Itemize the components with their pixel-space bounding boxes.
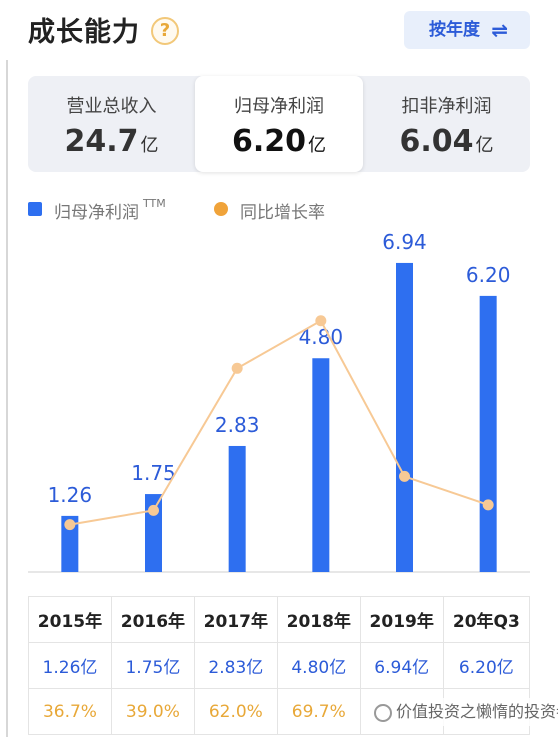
metric-tabs: 营业总收入 24.7 亿 归母净利润 6.20 亿 扣非净利润 6.04 亿 [28, 76, 530, 172]
bar-label-1: 1.75 [131, 461, 176, 485]
profit-row-cell: 2.83亿 [193, 642, 278, 689]
profit-row: 1.26亿 1.75亿 2.83亿 4.80亿 6.94亿 6.20亿 [28, 642, 531, 689]
data-table: 2015年 2016年 2017年 2018年 2019年 20年Q3 1.26亿 1.75… [28, 596, 531, 735]
profit-row-cell: 1.26亿 [28, 642, 112, 689]
growth-point-3 [315, 315, 327, 327]
bar-0 [61, 515, 79, 572]
tab-value: 24.7 亿 [64, 124, 159, 159]
growth-row-cell: 69.7% [276, 688, 361, 735]
year-row-cell: 2015年 [28, 596, 112, 643]
bar-4 [396, 262, 413, 572]
bar-label-5: 6.20 [466, 263, 511, 287]
period-toggle-button[interactable]: 按年度 ⇌ [404, 11, 530, 49]
bar-2 [228, 445, 246, 572]
bar-3 [312, 358, 330, 572]
growth-row-cell: 39.0% [110, 688, 195, 735]
year-row-cell: 2016年 [110, 596, 195, 643]
bar-label-2: 2.83 [215, 413, 260, 437]
year-row-cell: 2018年 [276, 596, 361, 643]
bar-label-0: 1.26 [48, 483, 93, 507]
legend-dot-icon [214, 202, 228, 216]
profit-chart: 1.261.752.834.806.946.20 [28, 230, 530, 573]
profit-row-cell: 6.94亿 [359, 642, 444, 689]
tab-label: 扣非净利润 [401, 96, 492, 117]
period-toggle-label: 按年度 [429, 20, 480, 40]
growth-row-cell: 36.7% [28, 688, 112, 735]
tab-revenue[interactable]: 营业总收入 24.7 亿 [28, 76, 195, 172]
tab-deducted-profit[interactable]: 扣非净利润 6.04 亿 [363, 76, 530, 172]
swap-icon: ⇌ [491, 18, 508, 42]
growth-point-2 [231, 362, 243, 374]
header: 成长能力 ? 按年度 ⇌ [0, 0, 558, 64]
wechat-icon [374, 703, 392, 722]
year-row-cell: 20年Q3 [442, 596, 531, 643]
year-row-cell: 2019年 [359, 596, 444, 643]
year-row-cell: 2017年 [193, 596, 278, 643]
help-icon[interactable]: ? [151, 17, 179, 45]
tab-label: 归母净利润 [234, 96, 324, 117]
growth-point-1 [148, 504, 159, 516]
tab-value: 6.20 亿 [231, 124, 327, 159]
bar-5 [479, 295, 497, 572]
page-title: 成长能力 [28, 17, 140, 48]
growth-row-cell: 62.0% [193, 688, 278, 735]
year-row: 2015年 2016年 2017年 2018年 2019年 20年Q3 [28, 596, 531, 643]
profit-row-cell: 6.20亿 [442, 642, 531, 689]
growth-line [69, 319, 489, 526]
tab-net-profit[interactable]: 归母净利润 6.20 亿 [195, 76, 363, 172]
tab-label: 营业总收入 [66, 96, 157, 117]
legend-square-icon [28, 202, 42, 216]
growth-point-0 [64, 519, 76, 531]
bar-label-4: 6.94 [382, 230, 427, 254]
profit-row-cell: 1.75亿 [110, 642, 195, 689]
profit-row-cell: 4.80亿 [276, 642, 361, 689]
growth-row: 36.7% 39.0% 62.0% 69.7% [28, 688, 531, 735]
growth-point-4 [399, 470, 410, 482]
watermark: 价值投资之懒惰的投资者 [374, 698, 558, 726]
growth-point-5 [482, 499, 494, 511]
tab-value: 6.04 亿 [399, 124, 494, 159]
left-border [6, 60, 8, 737]
